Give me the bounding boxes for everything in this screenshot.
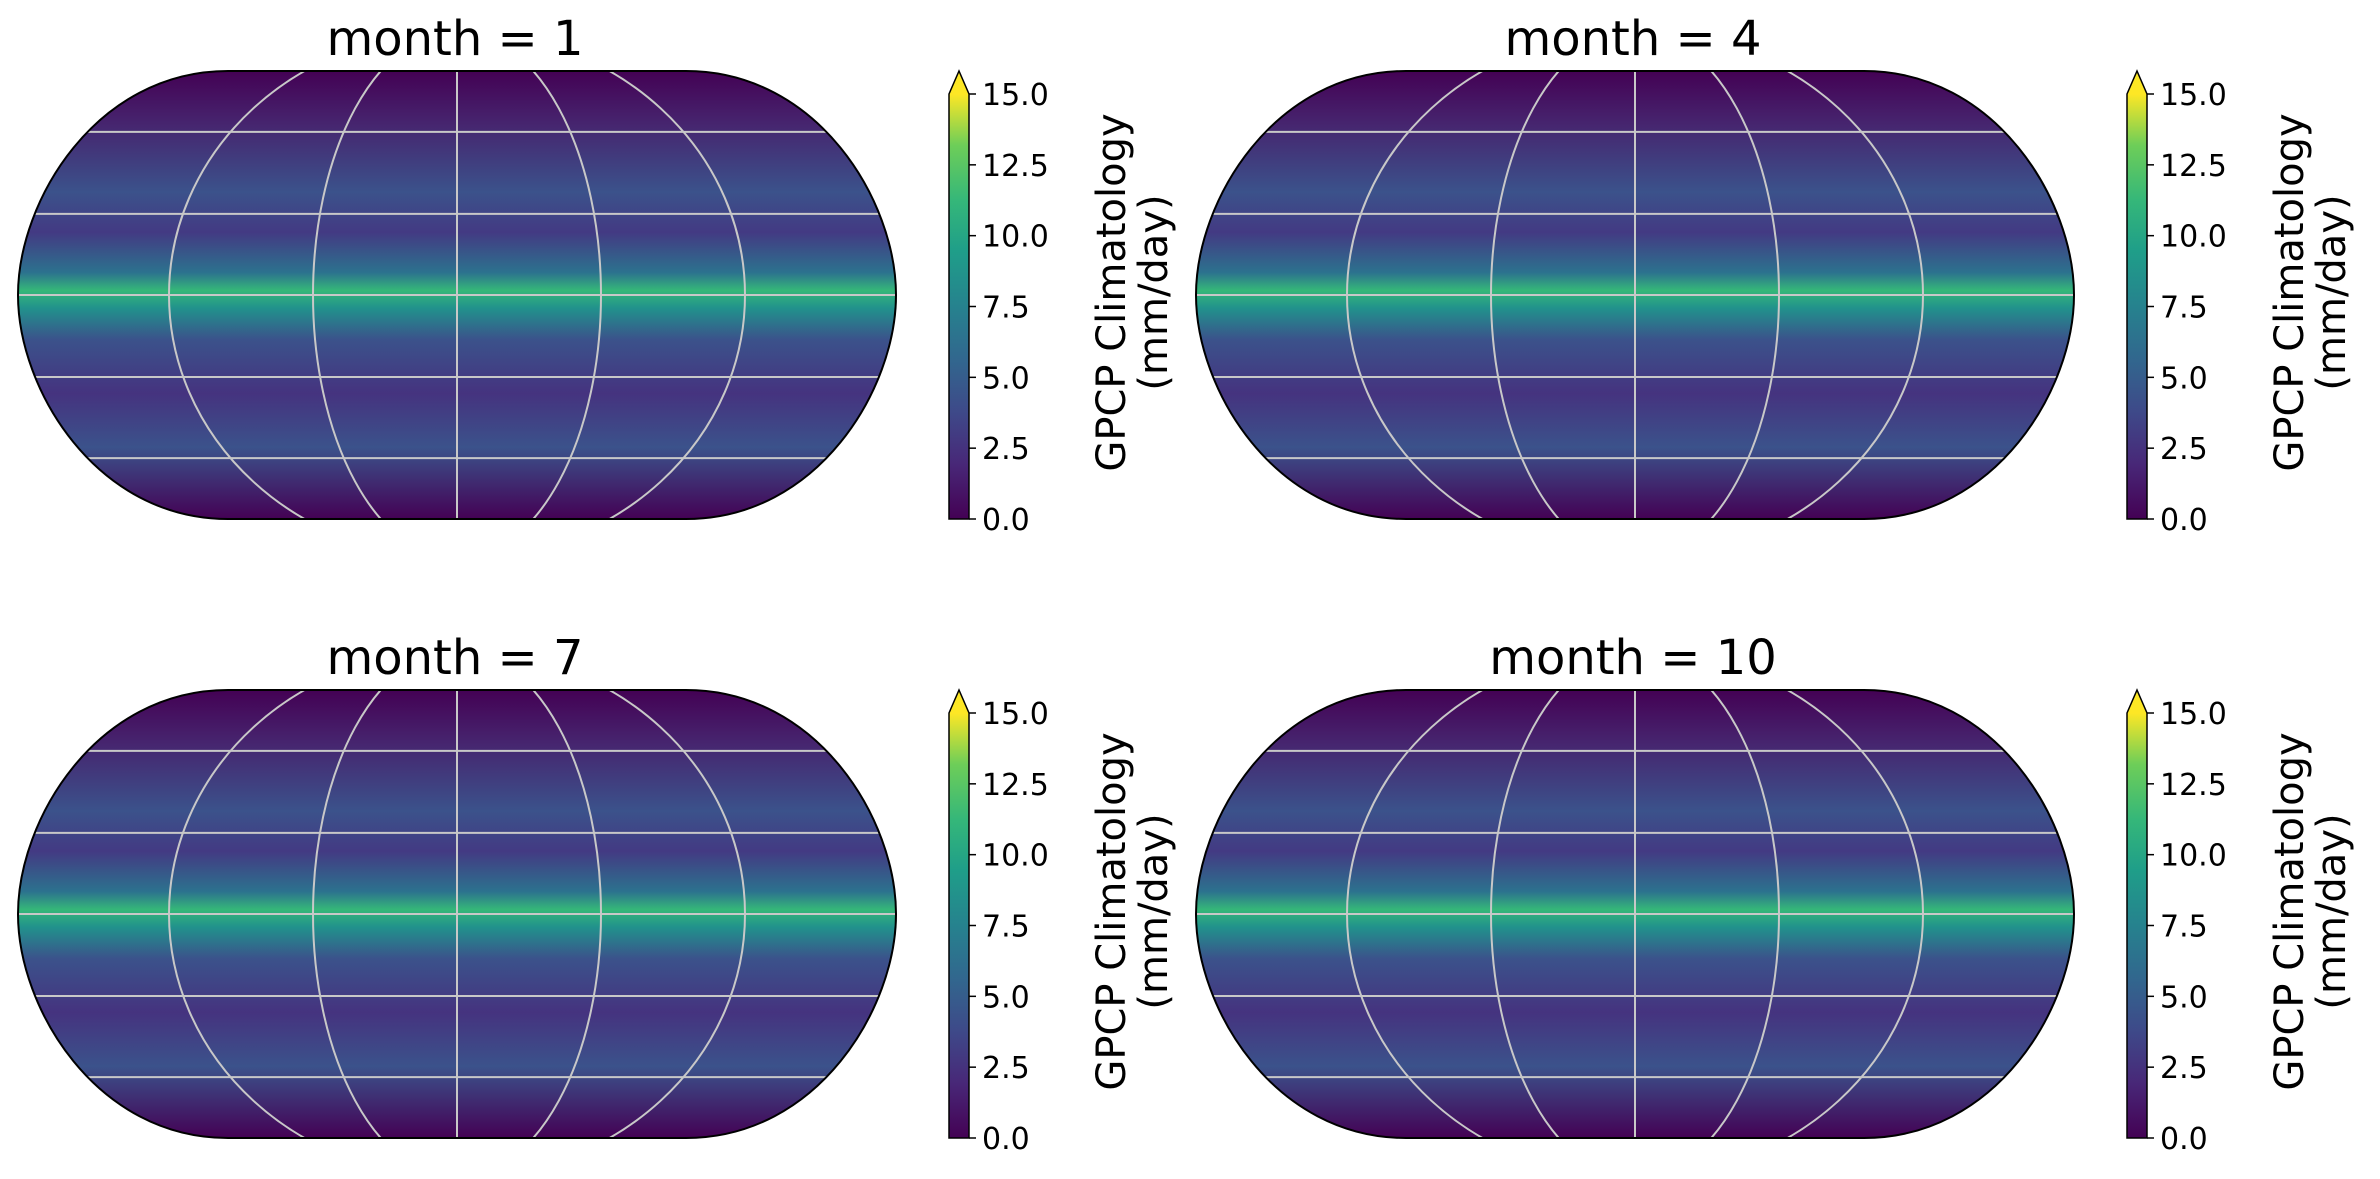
colorbar-label: (mm/day) xyxy=(2309,813,2355,1009)
colorbar-tick-label: 12.5 xyxy=(982,149,1049,184)
colorbar-tick-label: 10.0 xyxy=(2160,839,2227,874)
colorbar-tick-label: 15.0 xyxy=(2160,697,2227,732)
colorbar-label: GPCP Climatology xyxy=(2267,732,2313,1090)
map-outline xyxy=(1194,70,2076,520)
colorbar-tick-label: 12.5 xyxy=(2160,768,2227,803)
colorbar-tick-label: 2.5 xyxy=(2160,1051,2208,1086)
colorbar-extend xyxy=(949,690,969,713)
colorbar-tick-label: 7.5 xyxy=(982,291,1030,326)
colorbar-label: (mm/day) xyxy=(1131,813,1177,1009)
colorbar-tick-label: 2.5 xyxy=(982,1051,1030,1086)
colorbar-label: GPCP Climatology xyxy=(1089,732,1135,1090)
meridian xyxy=(1346,690,1924,1138)
panel-title: month = 4 xyxy=(1504,11,1761,67)
colorbar-extend xyxy=(2127,690,2147,713)
panel-title: month = 10 xyxy=(1489,630,1777,686)
colorbar-outline xyxy=(2126,688,2148,1139)
colorbar-label: GPCP Climatology xyxy=(2267,113,2313,471)
panel: month = 4 0.0 2.5 5.0 7.5 10.0 12.5 15.0 GPCP Cl… xyxy=(1194,11,2355,538)
map xyxy=(16,689,898,1139)
colorbar-outline xyxy=(2126,69,2148,520)
map-content xyxy=(1196,71,2074,519)
map xyxy=(16,70,898,520)
colorbar-tick-label: 7.5 xyxy=(2160,291,2208,326)
colorbar-tick-label: 12.5 xyxy=(982,768,1049,803)
colorbar-outline xyxy=(948,69,970,520)
colorbar-outline xyxy=(948,688,970,1139)
colorbar-tick-label: 15.0 xyxy=(982,697,1049,732)
meridian xyxy=(312,71,602,519)
colorbar xyxy=(2127,713,2147,1138)
meridian xyxy=(1490,71,1780,519)
colorbar-tick-label: 10.0 xyxy=(982,220,1049,255)
colorbar-tick-label: 0.0 xyxy=(982,1122,1030,1157)
colorbar-tick-label: 12.5 xyxy=(2160,149,2227,184)
colorbar xyxy=(2127,94,2147,519)
colorbar xyxy=(949,94,969,519)
panel: month = 10 0.0 2.5 5.0 7.5 10.0 12.5 15.0 GPCP C… xyxy=(1194,630,2355,1157)
map xyxy=(1194,70,2076,520)
panel-title: month = 1 xyxy=(326,11,583,67)
colorbar-tick-label: 7.5 xyxy=(2160,910,2208,945)
meridian xyxy=(312,690,602,1138)
colorbar-tick-label: 10.0 xyxy=(982,839,1049,874)
map-content xyxy=(18,71,896,519)
colorbar-tick-label: 5.0 xyxy=(982,980,1030,1015)
colorbar-label: GPCP Climatology xyxy=(1089,113,1135,471)
meridian xyxy=(1346,71,1924,519)
colorbar-tick-label: 0.0 xyxy=(2160,503,2208,538)
map-outline xyxy=(16,70,898,520)
colorbar-label: (mm/day) xyxy=(1131,194,1177,390)
colorbar-extend xyxy=(2127,71,2147,94)
colorbar-tick-label: 2.5 xyxy=(982,432,1030,467)
colorbar-tick-label: 5.0 xyxy=(2160,361,2208,396)
map-content xyxy=(1196,690,2074,1138)
map-outline xyxy=(1194,689,2076,1139)
colorbar-tick-label: 0.0 xyxy=(982,503,1030,538)
colorbar-extend xyxy=(949,71,969,94)
meridian xyxy=(1490,690,1780,1138)
colorbar-tick-label: 15.0 xyxy=(982,78,1049,113)
panel: month = 1 0.0 2.5 5.0 7.5 10.0 12.5 15.0 GPCP Cl… xyxy=(16,11,1177,538)
map xyxy=(1194,689,2076,1139)
colorbar-tick-label: 0.0 xyxy=(2160,1122,2208,1157)
colorbar-label: (mm/day) xyxy=(2309,194,2355,390)
colorbar-tick-label: 7.5 xyxy=(982,910,1030,945)
colorbar-tick-label: 5.0 xyxy=(2160,980,2208,1015)
map-content xyxy=(18,690,896,1138)
colorbar-tick-label: 2.5 xyxy=(2160,432,2208,467)
meridian xyxy=(168,71,746,519)
map-outline xyxy=(16,689,898,1139)
colorbar-tick-label: 10.0 xyxy=(2160,220,2227,255)
colorbar-tick-label: 15.0 xyxy=(2160,78,2227,113)
colorbar xyxy=(949,713,969,1138)
panel-title: month = 7 xyxy=(326,630,583,686)
panel: month = 7 0.0 2.5 5.0 7.5 10.0 12.5 15.0 GPCP Cl… xyxy=(16,630,1177,1157)
meridian xyxy=(168,690,746,1138)
colorbar-tick-label: 5.0 xyxy=(982,361,1030,396)
